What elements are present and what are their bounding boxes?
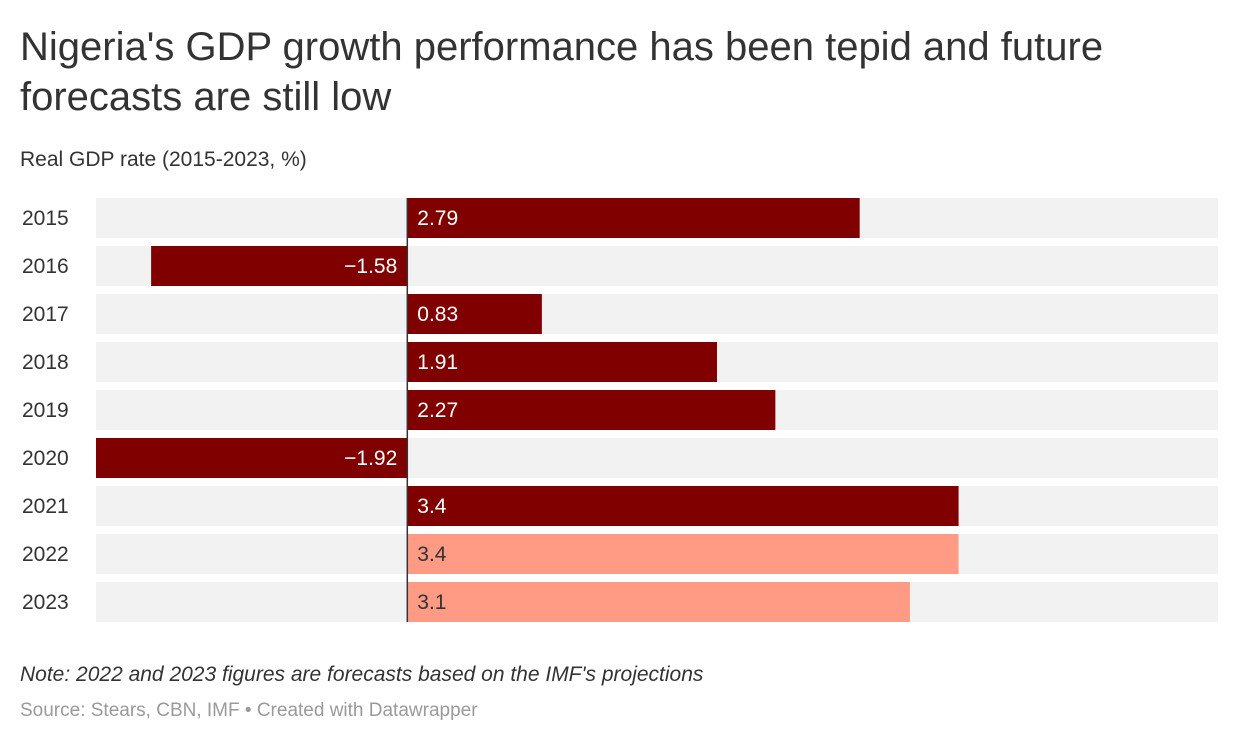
chart-source: Source: Stears, CBN, IMF • Created with …: [20, 700, 478, 721]
data-label: 3.4: [417, 495, 447, 518]
data-label: 3.1: [417, 591, 446, 614]
chart-note: Note: 2022 and 2023 figures are forecast…: [20, 663, 704, 686]
bar: [151, 246, 408, 286]
data-label: 0.83: [417, 303, 458, 326]
category-label: 2015: [22, 207, 69, 230]
bar-track: [96, 294, 1218, 334]
category-label: 2016: [22, 255, 69, 278]
category-label: 2019: [22, 399, 69, 422]
data-label: 1.91: [417, 351, 458, 374]
category-label: 2018: [22, 351, 69, 374]
bar: [407, 198, 860, 238]
chart-subtitle: Real GDP rate (2015-2023, %): [20, 148, 307, 171]
bar-chart: 2015 2.79 2016 −1.58 2017 0.83 2018 1.91 2019 2.2…: [22, 198, 1218, 622]
data-label: 2.27: [417, 399, 458, 422]
chart-title: Nigeria's GDP growth performance has bee…: [20, 25, 1104, 119]
category-label: 2020: [22, 447, 69, 470]
bar: [407, 582, 910, 622]
category-label: 2021: [22, 495, 69, 518]
category-label: 2022: [22, 543, 69, 566]
category-label: 2017: [22, 303, 69, 326]
category-label: 2023: [22, 591, 69, 614]
data-label: −1.58: [344, 255, 397, 278]
bar: [407, 390, 776, 430]
data-label: 3.4: [417, 543, 447, 566]
bar: [407, 294, 542, 334]
bar: [96, 438, 408, 478]
bar: [407, 342, 717, 382]
bar: [407, 486, 959, 526]
data-label: 2.79: [417, 207, 458, 230]
bar: [407, 534, 959, 574]
data-label: −1.92: [344, 447, 397, 470]
